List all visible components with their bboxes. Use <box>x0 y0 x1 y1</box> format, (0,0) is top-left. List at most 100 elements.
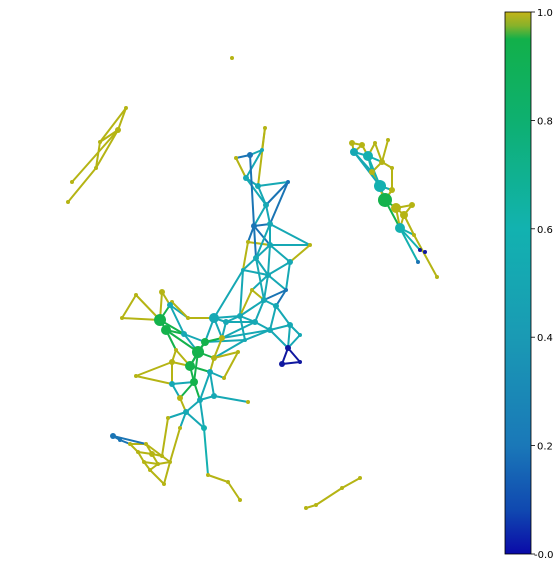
graph-node <box>435 275 439 279</box>
graph-node <box>340 486 344 490</box>
graph-edge <box>247 241 271 246</box>
graph-edge <box>71 129 119 183</box>
graph-node <box>160 454 164 458</box>
graph-node <box>285 345 291 351</box>
graph-node <box>201 338 209 346</box>
graph-node <box>378 193 392 207</box>
graph-edge <box>135 375 173 385</box>
graph-node <box>230 56 234 60</box>
graph-node <box>359 142 365 148</box>
graph-edge <box>239 289 253 317</box>
graph-node <box>159 289 165 295</box>
graph-edge <box>269 324 291 331</box>
graph-edge <box>269 305 277 331</box>
graph-node <box>263 202 269 208</box>
graph-edge <box>269 181 289 225</box>
graph-edge <box>267 274 287 291</box>
graph-node <box>265 272 271 278</box>
graph-node <box>267 327 273 333</box>
graph-node <box>369 169 375 175</box>
graph-edge <box>169 427 181 463</box>
graph-edge <box>221 321 256 339</box>
graph-edge <box>381 139 389 163</box>
graph-edge <box>161 417 169 457</box>
graph-node <box>169 359 175 365</box>
graph-node <box>287 259 293 265</box>
graph-node <box>241 268 245 272</box>
graph-node <box>209 313 219 323</box>
graph-node <box>251 223 257 229</box>
graph-node <box>260 148 264 152</box>
graph-edge <box>213 269 244 319</box>
colorbar-min-label: -0.0 <box>534 550 554 561</box>
graph-node <box>185 361 195 371</box>
colorbar-tick-label: 0.4 <box>537 333 553 344</box>
graph-node <box>174 348 178 352</box>
graph-edge <box>185 399 201 413</box>
colorbar-tick-label: 0.2 <box>537 442 553 453</box>
graph-node <box>350 148 358 156</box>
graph-edge <box>223 351 239 379</box>
graph-edge <box>67 167 97 203</box>
graph-node <box>149 451 155 457</box>
graph-node <box>211 393 217 399</box>
graph-edge <box>269 244 291 263</box>
graph-node <box>273 303 279 309</box>
graph-node <box>386 138 390 142</box>
graph-node <box>243 338 247 342</box>
graph-edge <box>413 234 438 278</box>
graph-node <box>363 151 373 161</box>
graph-node <box>166 416 170 420</box>
colorbar: 1.0 -0.0 0.2 0.4 0.6 0.8 <box>504 8 554 561</box>
graph-node <box>136 450 140 454</box>
colorbar-max-label: 1.0 <box>537 8 553 19</box>
graph-node <box>416 260 420 264</box>
graph-node <box>253 255 259 261</box>
graph-node <box>156 462 160 466</box>
graph-node <box>190 378 198 386</box>
graph-node <box>308 243 312 247</box>
graph-node <box>169 381 175 387</box>
graph-node <box>70 180 74 184</box>
graph-edge <box>374 142 383 163</box>
graph-node <box>267 242 273 248</box>
graph-node <box>286 180 290 184</box>
graph-edge <box>121 294 137 319</box>
graph-node <box>142 460 146 464</box>
graph-edge <box>242 269 269 276</box>
graph-node <box>246 400 250 404</box>
graph-node <box>115 127 121 133</box>
graph-node <box>206 473 210 477</box>
graph-node <box>298 333 302 337</box>
graph-node <box>252 319 258 325</box>
graph-edge <box>249 154 255 227</box>
graph-edge <box>117 107 127 131</box>
graph-node <box>211 355 217 361</box>
graph-edge <box>254 299 265 323</box>
graph-edge <box>143 461 159 465</box>
graph-node <box>222 376 226 380</box>
graph-node <box>379 159 385 165</box>
colorbar-tick-label: 0.8 <box>537 116 553 127</box>
graph-node <box>118 438 122 442</box>
graph-node <box>167 302 173 308</box>
graph-edge <box>165 329 199 353</box>
graph-node <box>374 180 386 192</box>
graph-edge <box>287 324 291 349</box>
graph-node <box>238 498 242 502</box>
graph-edge <box>167 411 187 419</box>
graph-edge <box>213 339 246 359</box>
graph-node <box>279 361 285 367</box>
graph-node <box>234 156 238 160</box>
graph-node <box>98 140 102 144</box>
graph-edge <box>213 351 239 359</box>
graph-edge <box>265 204 271 225</box>
graph-node <box>207 369 213 375</box>
graph-edge <box>121 317 161 321</box>
graph-node <box>284 288 288 292</box>
graph-node <box>110 433 116 439</box>
graph-edge <box>275 289 287 307</box>
graph-edge <box>341 477 361 489</box>
graph-edge <box>203 427 209 476</box>
